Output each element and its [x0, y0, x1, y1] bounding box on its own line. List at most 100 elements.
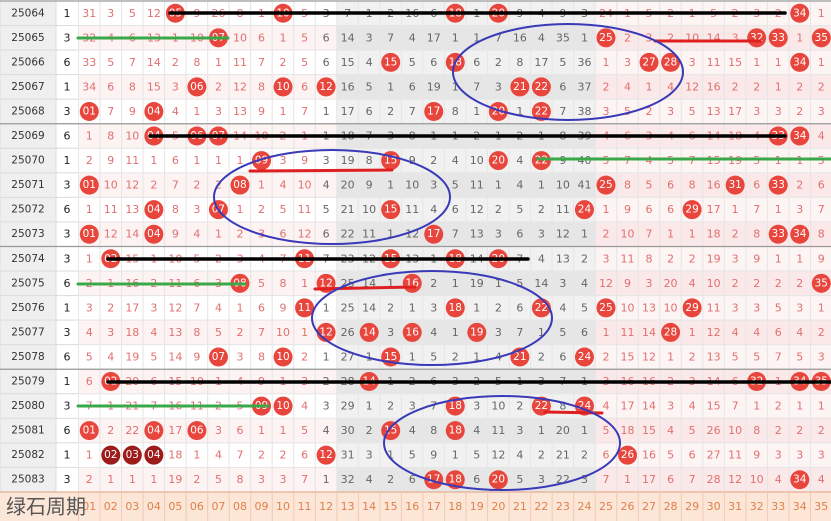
- footer-number: 15: [384, 500, 398, 513]
- ball-number: 25: [599, 302, 612, 314]
- omission: 1: [796, 400, 803, 413]
- omission: 17: [728, 105, 742, 118]
- circle: [383, 395, 621, 491]
- omission: 6: [258, 301, 265, 314]
- ball-number: 29: [685, 302, 698, 314]
- omission: 4: [602, 400, 609, 413]
- omission: 6: [689, 449, 696, 462]
- omission: 1: [538, 326, 545, 339]
- ball-number: 06: [190, 81, 204, 93]
- omission: 6: [473, 473, 480, 486]
- omission: 10: [556, 179, 570, 192]
- footer-number: 11: [298, 500, 312, 513]
- ball: [79, 224, 99, 244]
- footer-number: 28: [664, 500, 678, 513]
- omission: 4: [323, 424, 330, 437]
- omission: 1: [602, 203, 609, 216]
- omission: 2: [387, 105, 394, 118]
- omission: 18: [125, 326, 139, 339]
- footer-number: 29: [685, 500, 699, 513]
- omission: 2: [753, 277, 760, 290]
- omission: 8: [172, 203, 179, 216]
- omission: 7: [129, 56, 136, 69]
- omission: 5: [430, 350, 437, 363]
- omission: 8: [258, 80, 265, 93]
- ball-number: 04: [147, 449, 161, 461]
- omission: 3: [775, 449, 782, 462]
- omission: 6: [366, 105, 373, 118]
- ball-number: 01: [83, 105, 96, 117]
- omission: 2: [796, 277, 803, 290]
- footer-number: 03: [125, 500, 139, 513]
- omission: 16: [707, 179, 721, 192]
- omission: 1: [236, 154, 243, 167]
- ball: [144, 445, 164, 465]
- omission: 8: [236, 473, 243, 486]
- omission: 4: [366, 56, 373, 69]
- ball-number: 34: [793, 56, 807, 68]
- omission: 2: [775, 424, 782, 437]
- omission: 17: [341, 105, 355, 118]
- omission: 2: [280, 449, 287, 462]
- omission: 3: [430, 301, 437, 314]
- omission: 3: [323, 400, 330, 413]
- omission: 7: [818, 203, 825, 216]
- omission: 1: [667, 350, 674, 363]
- omission: 1: [753, 400, 760, 413]
- ball: [531, 101, 551, 121]
- omission: 5: [280, 203, 287, 216]
- group: 3: [64, 105, 71, 118]
- omission: 3: [366, 31, 373, 44]
- omission: 1: [818, 301, 825, 314]
- omission: 3: [753, 301, 760, 314]
- group: 1: [64, 80, 71, 93]
- omission: 6: [430, 56, 437, 69]
- omission: 1: [107, 473, 114, 486]
- omission: 18: [168, 449, 182, 462]
- omission: 11: [104, 203, 118, 216]
- ball: [596, 28, 616, 48]
- period: 25073: [11, 228, 44, 240]
- omission: 16: [513, 31, 527, 44]
- omission: 2: [581, 252, 588, 265]
- omission: 1: [323, 350, 330, 363]
- group: 3: [64, 31, 71, 44]
- omission: 3: [107, 326, 114, 339]
- omission: 2: [732, 228, 739, 241]
- omission: 6: [559, 80, 566, 93]
- omission: 2: [602, 80, 609, 93]
- omission: 9: [193, 350, 200, 363]
- ball: [574, 347, 594, 367]
- ball: [381, 52, 401, 72]
- omission: 5: [689, 424, 696, 437]
- omission: 4: [667, 424, 674, 437]
- ball: [359, 322, 379, 342]
- omission: 8: [280, 277, 287, 290]
- omission: 6: [107, 80, 114, 93]
- ball-number: 10: [276, 81, 289, 93]
- footer-number: 25: [599, 500, 613, 513]
- omission: 12: [728, 473, 742, 486]
- omission: 18: [621, 424, 635, 437]
- omission: 1: [753, 56, 760, 69]
- omission: 1: [280, 424, 287, 437]
- omission: 4: [624, 80, 631, 93]
- omission: 2: [602, 228, 609, 241]
- omission: 12: [707, 326, 721, 339]
- omission: 5: [602, 154, 609, 167]
- omission: 6: [667, 203, 674, 216]
- omission: 10: [491, 400, 505, 413]
- omission: 5: [301, 56, 308, 69]
- omission: 12: [147, 7, 161, 20]
- ball-number: 02: [104, 449, 117, 461]
- omission: 5: [301, 424, 308, 437]
- omission: 10: [621, 228, 635, 241]
- omission: 2: [732, 277, 739, 290]
- omission: 3: [387, 326, 394, 339]
- ball-number: 35: [815, 277, 828, 289]
- period: 25069: [11, 130, 44, 142]
- omission: 6: [409, 473, 416, 486]
- omission: 14: [362, 301, 376, 314]
- omission: 2: [495, 56, 502, 69]
- omission: 6: [473, 56, 480, 69]
